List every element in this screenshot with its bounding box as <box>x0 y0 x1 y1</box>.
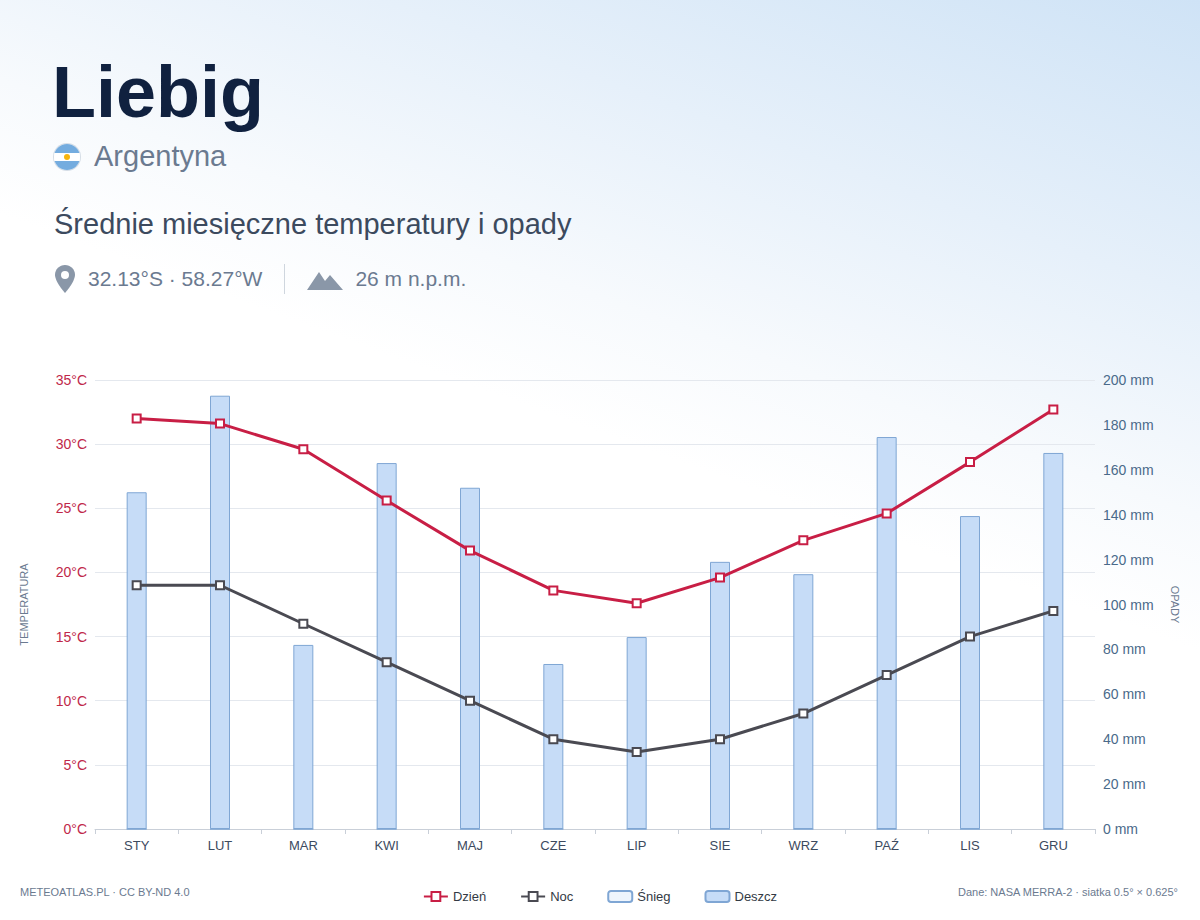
html-text:Średnie miesięczne temperatury: Średnie miesięczne temperatury i opady <box>54 208 572 240</box>
html-text:METEOATLAS.PL · CC BY-ND 4.0: METEOATLAS.PL · CC BY-ND 4.0 <box>20 886 190 898</box>
svg-text:OPADY: OPADY <box>1169 586 1181 624</box>
svg-text:100 mm: 100 mm <box>1103 597 1154 613</box>
html-text:Liebig: Liebig <box>52 52 264 132</box>
svg-text:20°C: 20°C <box>56 564 87 580</box>
svg-text:10°C: 10°C <box>56 693 87 709</box>
svg-text:5°C: 5°C <box>64 757 88 773</box>
svg-text:30°C: 30°C <box>56 436 87 452</box>
svg-text:MAJ: MAJ <box>457 838 483 853</box>
svg-text:0°C: 0°C <box>64 821 88 837</box>
svg-text:35°C: 35°C <box>56 372 87 388</box>
svg-text:CZE: CZE <box>540 838 566 853</box>
svg-text:40 mm: 40 mm <box>1103 731 1146 747</box>
svg-text:60 mm: 60 mm <box>1103 686 1146 702</box>
html-text:Dane: NASA MERRA-2 · siatka 0.: Dane: NASA MERRA-2 · siatka 0.5° × 0.625… <box>958 886 1178 898</box>
svg-text:Śnieg: Śnieg <box>637 889 670 904</box>
svg-text:140 mm: 140 mm <box>1103 507 1154 523</box>
html-text:26 m n.p.m.: 26 m n.p.m. <box>355 267 467 290</box>
svg-text:TEMPERATURA: TEMPERATURA <box>18 563 30 646</box>
svg-text:200 mm: 200 mm <box>1103 372 1154 388</box>
svg-text:Noc: Noc <box>550 889 574 904</box>
svg-text:Dzień: Dzień <box>453 889 486 904</box>
svg-text:KWI: KWI <box>374 838 399 853</box>
html-text:Argentyna: Argentyna <box>94 140 227 172</box>
html-text:32.13°S · 58.27°W: 32.13°S · 58.27°W <box>88 267 263 290</box>
svg-text:LIP: LIP <box>627 838 647 853</box>
svg-text:25°C: 25°C <box>56 500 87 516</box>
svg-text:120 mm: 120 mm <box>1103 552 1154 568</box>
svg-text:Deszcz: Deszcz <box>734 889 777 904</box>
svg-text:SIE: SIE <box>710 838 731 853</box>
svg-text:MAR: MAR <box>289 838 318 853</box>
svg-text:0 mm: 0 mm <box>1103 821 1138 837</box>
svg-text:STY: STY <box>124 838 150 853</box>
svg-text:15°C: 15°C <box>56 629 87 645</box>
svg-text:80 mm: 80 mm <box>1103 641 1146 657</box>
svg-text:160 mm: 160 mm <box>1103 462 1154 478</box>
svg-text:LUT: LUT <box>208 838 233 853</box>
svg-text:GRU: GRU <box>1039 838 1068 853</box>
svg-text:LIS: LIS <box>960 838 980 853</box>
svg-text:180 mm: 180 mm <box>1103 417 1154 433</box>
svg-text:PAŹ: PAŹ <box>875 838 899 853</box>
svg-text:WRZ: WRZ <box>789 838 819 853</box>
svg-text:20 mm: 20 mm <box>1103 776 1146 792</box>
